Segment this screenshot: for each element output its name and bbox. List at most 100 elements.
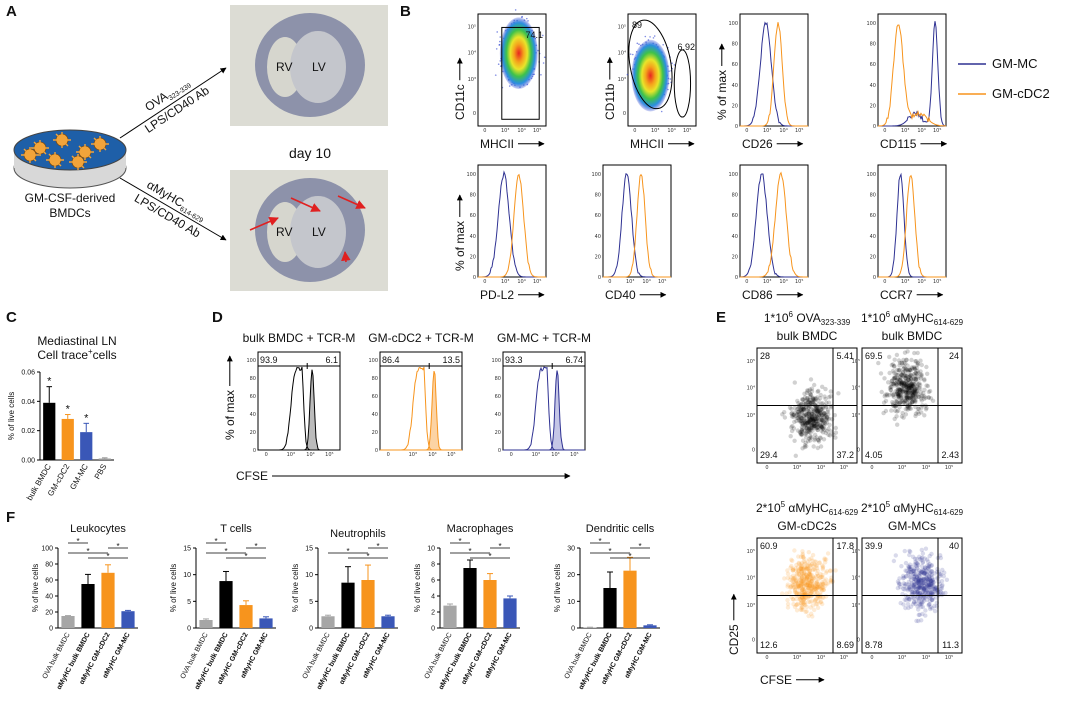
quadrant-value: 24 (949, 351, 959, 361)
event-dot (815, 409, 820, 414)
event-dot (811, 419, 817, 424)
event-dot (653, 35, 656, 37)
event-dot (817, 412, 822, 417)
event-dot (912, 568, 917, 573)
event-dot (892, 357, 897, 362)
bar (443, 605, 457, 628)
antigen-sub: 323-339 (821, 318, 851, 327)
event-dot (903, 400, 908, 406)
event-dot (881, 410, 886, 416)
y-tick-label: 10 (567, 599, 575, 606)
event-dot (887, 370, 892, 376)
event-dot (799, 432, 804, 437)
event-dot (899, 564, 904, 569)
event-dot (821, 411, 827, 416)
event-dot (893, 375, 898, 380)
y-tick-label: 100 (368, 358, 378, 364)
event-dot (896, 393, 901, 398)
event-dot (782, 576, 787, 581)
event-dot (791, 412, 797, 418)
event-dot (913, 398, 918, 403)
event-dot (889, 408, 894, 413)
event-dot (884, 392, 890, 397)
event-dot (913, 399, 918, 405)
event-dot (815, 568, 820, 573)
event-dot (913, 376, 919, 382)
event-dot (894, 377, 899, 383)
event-dot (811, 421, 816, 426)
event-dot (891, 401, 896, 406)
event-dot (902, 372, 908, 377)
event-dot (928, 569, 933, 574)
event-dot (821, 419, 826, 424)
quadrant-value: 8.78 (865, 640, 883, 650)
x-tick-label: 10⁴ (517, 279, 525, 285)
bar (61, 616, 75, 628)
event-dot (799, 428, 805, 433)
event-dot (891, 376, 896, 382)
y-tick-label: 0 (187, 626, 191, 633)
event-dot (910, 399, 915, 404)
y-tick-label: 20 (732, 103, 738, 109)
event-dot (815, 416, 821, 421)
x-tick-label: 0 (765, 655, 768, 661)
event-dot (805, 388, 810, 393)
event-dot (890, 368, 896, 374)
y-tick-label: 20 (732, 254, 738, 260)
event-dot (908, 373, 914, 378)
event-dot (905, 384, 910, 390)
x-tick-label: 10³ (793, 655, 801, 661)
bar (121, 611, 135, 628)
event-dot (905, 381, 910, 386)
event-dot (806, 566, 811, 571)
x-axis-label: CCR7 (880, 288, 913, 302)
histogram-trace (878, 174, 946, 278)
event-dot (807, 429, 812, 435)
event-dot (833, 430, 839, 435)
event-dot (806, 436, 812, 441)
event-dot (908, 386, 913, 391)
event-dot (822, 557, 827, 562)
x-tick-label: 10⁵ (840, 655, 848, 661)
event-dot (901, 381, 907, 386)
x-tick-label: 0 (387, 452, 390, 458)
event-dot (889, 384, 894, 390)
event-dot (818, 392, 823, 398)
event-dot (815, 407, 820, 412)
y-tick-label: 60 (470, 213, 476, 219)
event-dot (817, 408, 822, 413)
event-dot (895, 387, 900, 392)
event-dot (887, 354, 892, 360)
event-dot (899, 376, 904, 381)
lesion-arrow (337, 195, 366, 209)
event-dot (807, 428, 812, 433)
event-dot (925, 371, 930, 376)
event-dot (817, 405, 822, 410)
event-dot (811, 409, 817, 414)
y-axis-label: CD11c (453, 84, 467, 120)
event-dot (922, 378, 927, 383)
event-dot (801, 406, 806, 412)
event-dot (895, 394, 901, 399)
event-dot (806, 415, 812, 420)
event-dot (782, 415, 788, 420)
event-dot (807, 417, 812, 423)
bar (603, 588, 617, 628)
y-tick-label: 5 (309, 599, 313, 606)
event-dot (792, 548, 797, 553)
event-dot (802, 407, 807, 412)
cell-dendrite (53, 132, 71, 148)
y-tick-label: 10³ (618, 77, 626, 83)
timepoint: day 10 (289, 145, 331, 161)
event-dot (903, 384, 909, 389)
event-dot (809, 562, 814, 567)
x-tick-label: 0 (745, 128, 748, 134)
event-dot (903, 369, 908, 374)
x-tick-label: 10⁵ (795, 128, 803, 134)
event-dot (785, 601, 791, 607)
significance-mark: * (214, 537, 217, 546)
event-dot (905, 383, 911, 388)
event-dot (812, 413, 817, 418)
event-dot (809, 411, 815, 416)
event-dot (910, 383, 916, 388)
